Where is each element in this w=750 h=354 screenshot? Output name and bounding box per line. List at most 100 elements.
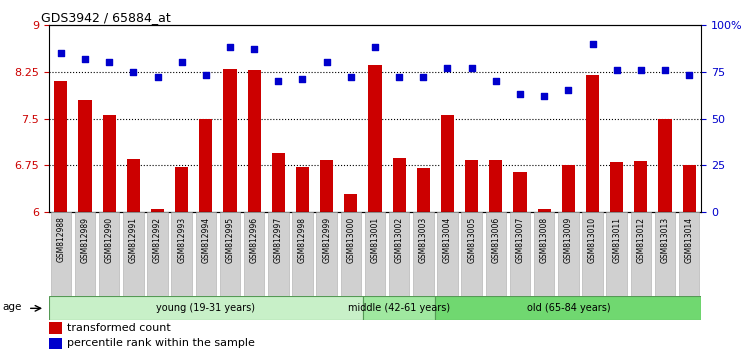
Bar — [538, 209, 550, 212]
Bar — [127, 159, 140, 212]
Point — [634, 67, 646, 73]
FancyBboxPatch shape — [75, 212, 95, 296]
Point — [586, 41, 598, 46]
Text: GSM813012: GSM813012 — [636, 217, 645, 263]
Point — [200, 73, 211, 78]
Text: GSM812989: GSM812989 — [80, 217, 89, 263]
Point — [659, 67, 671, 73]
Text: GSM812988: GSM812988 — [56, 217, 65, 262]
Bar — [417, 168, 430, 212]
Text: GSM812998: GSM812998 — [298, 217, 307, 263]
FancyBboxPatch shape — [413, 212, 434, 296]
FancyBboxPatch shape — [123, 212, 143, 296]
Point — [490, 78, 502, 84]
Point — [514, 91, 526, 97]
Point — [369, 45, 381, 50]
Bar — [368, 65, 382, 212]
Text: GSM812996: GSM812996 — [250, 217, 259, 263]
Text: young (19-31 years): young (19-31 years) — [156, 303, 255, 313]
FancyBboxPatch shape — [679, 212, 700, 296]
Point — [321, 59, 333, 65]
Point — [176, 59, 188, 65]
Point — [272, 78, 284, 84]
Text: GSM812990: GSM812990 — [105, 217, 114, 263]
Text: GSM813007: GSM813007 — [515, 217, 524, 263]
FancyBboxPatch shape — [172, 212, 192, 296]
Text: percentile rank within the sample: percentile rank within the sample — [67, 338, 254, 348]
Bar — [296, 167, 309, 212]
Text: GSM813008: GSM813008 — [540, 217, 549, 263]
FancyBboxPatch shape — [292, 212, 313, 296]
FancyBboxPatch shape — [244, 212, 265, 296]
Bar — [224, 69, 237, 212]
Text: GSM812997: GSM812997 — [274, 217, 283, 263]
Text: GSM812991: GSM812991 — [129, 217, 138, 263]
Bar — [54, 81, 68, 212]
Text: transformed count: transformed count — [67, 323, 170, 333]
Text: GSM813006: GSM813006 — [491, 217, 500, 263]
Bar — [610, 162, 623, 212]
FancyBboxPatch shape — [364, 212, 386, 296]
Text: GSM812994: GSM812994 — [201, 217, 210, 263]
Bar — [344, 194, 358, 212]
Bar — [175, 167, 188, 212]
Bar — [441, 115, 454, 212]
FancyBboxPatch shape — [558, 212, 578, 296]
Bar — [658, 119, 672, 212]
Bar — [151, 209, 164, 212]
Text: GSM813003: GSM813003 — [419, 217, 428, 263]
Point — [442, 65, 454, 71]
FancyBboxPatch shape — [461, 212, 482, 296]
Point — [55, 50, 67, 56]
Text: GSM813011: GSM813011 — [612, 217, 621, 263]
Text: GSM813002: GSM813002 — [394, 217, 404, 263]
Point — [683, 73, 695, 78]
Point — [224, 45, 236, 50]
FancyBboxPatch shape — [363, 296, 436, 320]
FancyBboxPatch shape — [196, 212, 216, 296]
Text: GSM813014: GSM813014 — [685, 217, 694, 263]
FancyBboxPatch shape — [340, 212, 361, 296]
FancyBboxPatch shape — [389, 212, 410, 296]
Bar — [465, 160, 478, 212]
Point — [152, 74, 164, 80]
Point — [538, 93, 550, 99]
Bar — [634, 161, 647, 212]
Bar — [49, 322, 62, 334]
Text: GSM812999: GSM812999 — [322, 217, 332, 263]
Text: GSM813005: GSM813005 — [467, 217, 476, 263]
Text: age: age — [2, 302, 22, 312]
Bar — [248, 70, 261, 212]
FancyBboxPatch shape — [220, 212, 240, 296]
Point — [393, 74, 405, 80]
FancyBboxPatch shape — [147, 212, 168, 296]
Bar — [489, 160, 502, 212]
Bar — [320, 160, 333, 212]
Point — [610, 67, 622, 73]
FancyBboxPatch shape — [99, 212, 119, 296]
FancyBboxPatch shape — [50, 212, 71, 296]
Bar — [513, 172, 526, 212]
Bar — [682, 165, 696, 212]
Point — [345, 74, 357, 80]
Point — [296, 76, 308, 82]
Bar — [78, 100, 92, 212]
Point — [417, 74, 429, 80]
Point — [79, 56, 91, 61]
FancyBboxPatch shape — [534, 212, 554, 296]
Text: old (65-84 years): old (65-84 years) — [526, 303, 610, 313]
Bar — [200, 119, 212, 212]
Bar — [49, 337, 62, 349]
Text: GSM813004: GSM813004 — [443, 217, 452, 263]
Text: GSM813013: GSM813013 — [661, 217, 670, 263]
FancyBboxPatch shape — [485, 212, 506, 296]
Point — [248, 46, 260, 52]
Point — [562, 87, 574, 93]
Point — [466, 65, 478, 71]
Bar — [272, 153, 285, 212]
FancyBboxPatch shape — [49, 296, 363, 320]
FancyBboxPatch shape — [316, 212, 337, 296]
Text: GSM812995: GSM812995 — [226, 217, 235, 263]
FancyBboxPatch shape — [607, 212, 627, 296]
Bar — [586, 75, 599, 212]
